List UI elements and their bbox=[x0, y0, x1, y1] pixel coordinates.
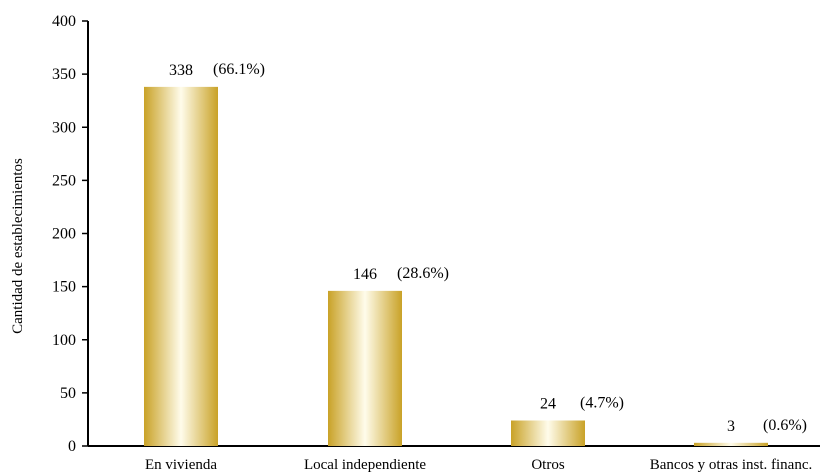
y-tick-label: 350 bbox=[52, 66, 76, 83]
y-tick-label: 200 bbox=[52, 226, 76, 243]
value-label: 338 bbox=[169, 62, 193, 79]
y-tick-label: 250 bbox=[52, 172, 76, 189]
category-label: Local independiente bbox=[304, 457, 426, 473]
category-label: Otros bbox=[531, 457, 564, 473]
bar bbox=[144, 86, 218, 446]
y-tick-label: 0 bbox=[68, 438, 76, 455]
bar bbox=[511, 420, 585, 446]
y-tick-label: 150 bbox=[52, 279, 76, 296]
bar bbox=[694, 442, 768, 446]
percent-label: (0.6%) bbox=[763, 417, 807, 434]
plot-area: 0 50 100 150 200 250 300 350 400 En vivienda 338 (6… bbox=[52, 13, 820, 473]
y-tick-label: 300 bbox=[52, 119, 76, 136]
value-label: 146 bbox=[353, 266, 377, 283]
bar bbox=[328, 290, 402, 446]
value-label: 24 bbox=[540, 396, 556, 413]
value-label: 3 bbox=[727, 418, 735, 435]
y-tick-label: 50 bbox=[60, 385, 76, 402]
y-axis-title: Cantidad de establecimientos bbox=[10, 158, 26, 334]
percent-label: (66.1%) bbox=[213, 61, 265, 78]
y-tick-label: 400 bbox=[52, 13, 76, 30]
category-label: Bancos y otras inst. financ. bbox=[650, 457, 812, 473]
category-label: En vivienda bbox=[145, 457, 217, 473]
percent-label: (28.6%) bbox=[397, 265, 449, 282]
percent-label: (4.7%) bbox=[580, 395, 624, 412]
y-tick-label: 100 bbox=[52, 332, 76, 349]
